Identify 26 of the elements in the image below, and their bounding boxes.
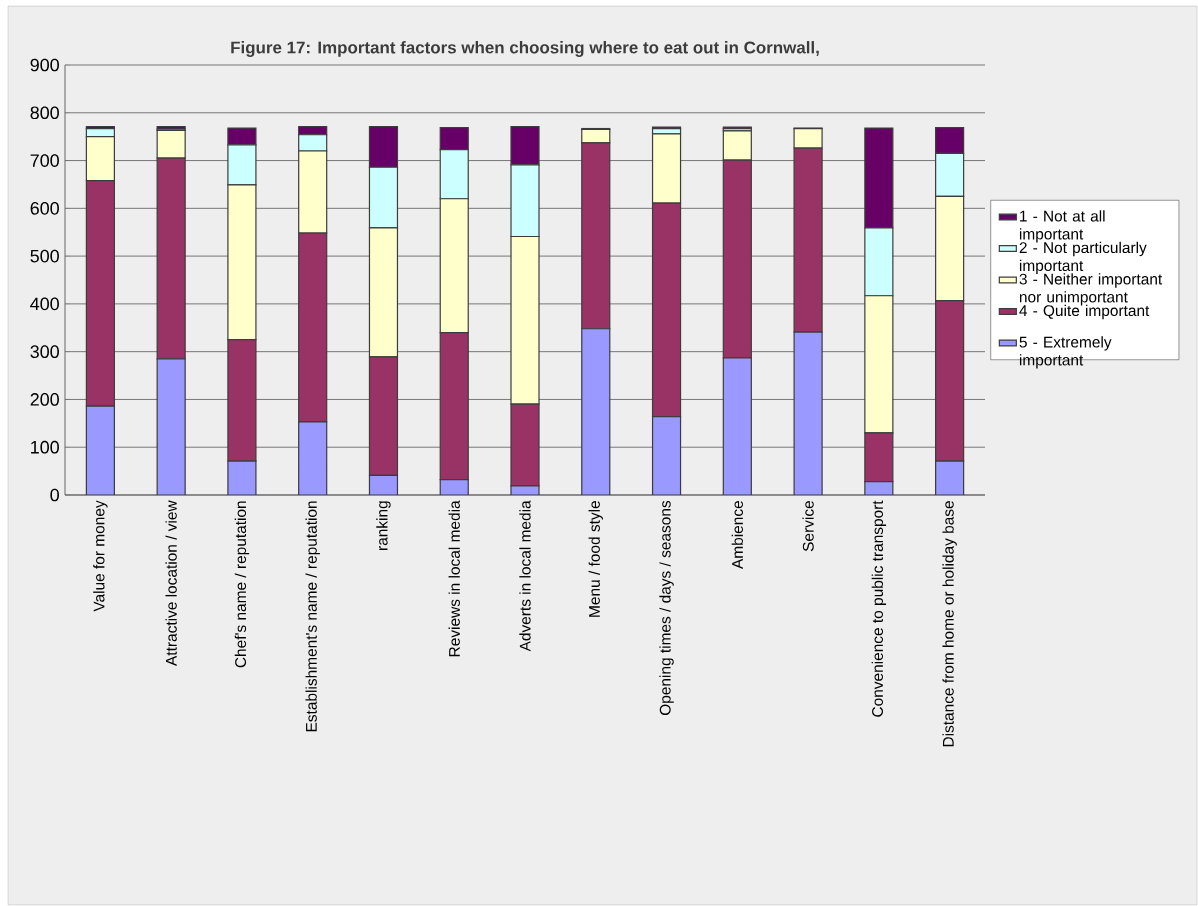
x-tick-label: Adverts in local media — [519, 500, 531, 652]
y-tick-label: 0 — [50, 488, 59, 502]
y-tick-label: 600 — [30, 201, 59, 215]
y-tick-label: 500 — [30, 249, 59, 263]
x-tick-label: Service — [802, 501, 814, 552]
x-tick-label: Ambience — [731, 501, 743, 569]
y-tick-label: 200 — [30, 393, 59, 406]
x-tick-label: ranking — [376, 501, 391, 550]
y-tick-label: 300 — [30, 345, 59, 359]
x-tick-label: Value for money — [93, 500, 108, 612]
chart-title: Figure 17: Important factors when choosing where to eat out in Cornwall, — [231, 41, 819, 57]
x-tick-label: Opening times / days / seasons — [659, 500, 674, 716]
legend-label: 5 - Extremely important — [1019, 336, 1112, 369]
x-tick-label: Menu / food style — [588, 501, 603, 617]
y-tick-label: 400 — [30, 297, 59, 311]
legend-label: 3 - Neither important nor unimportant — [1019, 273, 1163, 306]
x-tick-label: Attractive location / view — [165, 500, 177, 666]
y-tick-label: 900 — [30, 58, 59, 72]
x-tick-label: Convenience to public transport — [871, 500, 887, 717]
y-tick-label: 800 — [30, 106, 59, 120]
x-tick-label: Reviews in local media — [448, 500, 460, 657]
x-tick-label: Establishment's name / reputation — [305, 501, 320, 732]
x-tick-label: Chef's name / reputation — [234, 501, 250, 668]
y-tick-label: 700 — [30, 154, 59, 167]
x-tick-label: Distance from home or holiday base — [942, 501, 957, 747]
y-tick-label: 100 — [31, 440, 59, 454]
